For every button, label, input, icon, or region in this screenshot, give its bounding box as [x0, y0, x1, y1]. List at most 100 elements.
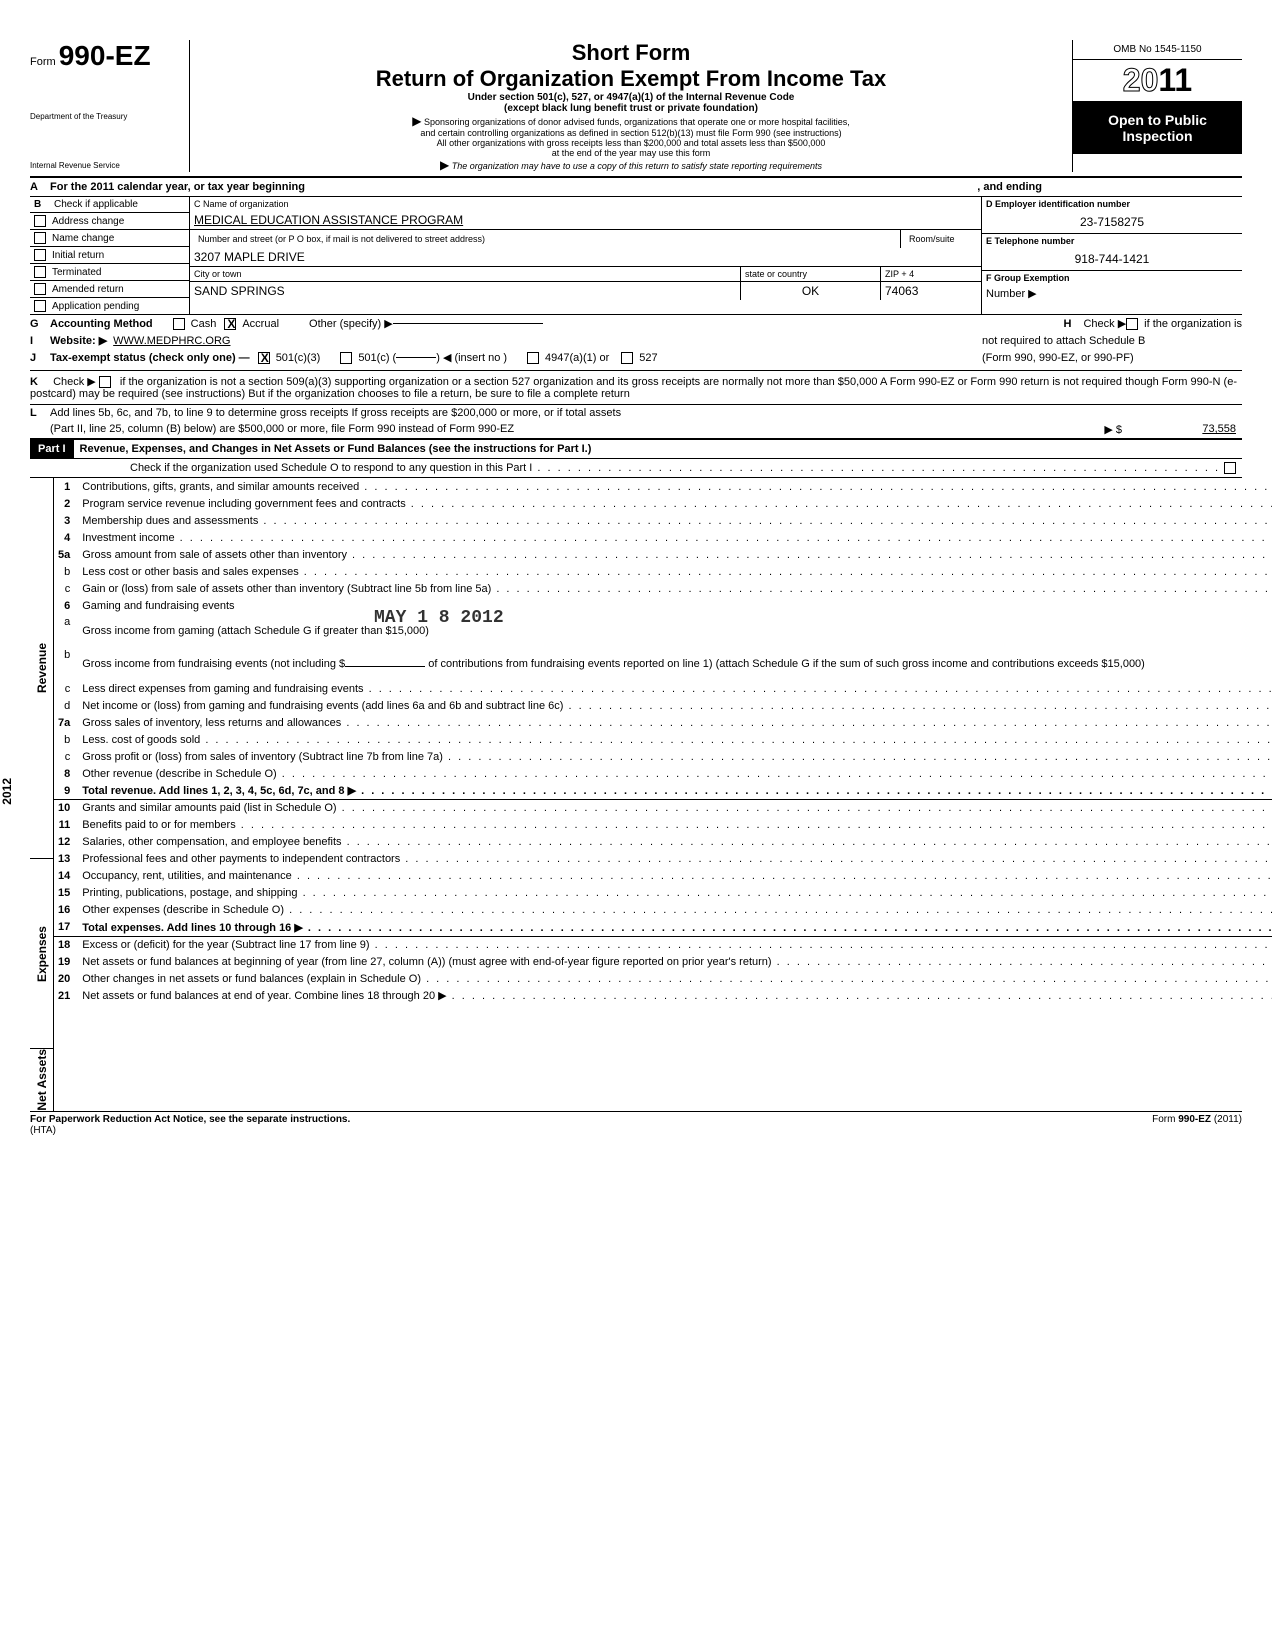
note4: at the end of the year may use this form — [200, 148, 1062, 158]
tel-label: E Telephone number — [982, 234, 1242, 248]
h-text3: (Form 990, 990-EZ, or 990-PF) — [982, 352, 1242, 364]
title-sub1: Under section 501(c), 527, or 4947(a)(1)… — [200, 92, 1062, 103]
line7b-desc: Less. cost of goods sold — [82, 734, 200, 746]
col-c: C Name of organization MEDICAL EDUCATION… — [190, 197, 982, 314]
line20-desc: Other changes in net assets or fund bala… — [82, 973, 421, 985]
form-header: Form 990-EZ Department of the Treasury I… — [30, 40, 1242, 178]
line7a-desc: Gross sales of inventory, less returns a… — [82, 717, 341, 729]
dept-treasury: Department of the Treasury — [30, 112, 181, 121]
checkbox-4947[interactable] — [527, 352, 539, 364]
tax-exempt-label: Tax-exempt status (check only one) — — [50, 352, 250, 364]
zip-value: 74063 — [881, 282, 981, 300]
city-label: City or town — [190, 267, 741, 281]
lines-area: 2012 Revenue Expenses Net Assets MAY 1 8… — [30, 478, 1242, 1111]
line-i: I Website: ▶ WWW.MEDPHRC.ORG not require… — [30, 332, 1242, 349]
website-label: Website: ▶ — [50, 334, 107, 347]
other-specify: Other (specify) ▶ — [309, 317, 393, 330]
ein-value: 23-7158275 — [982, 211, 1242, 234]
title-main: Return of Organization Exempt From Incom… — [200, 66, 1062, 92]
title-sub2: (except black lung benefit trust or priv… — [200, 103, 1062, 114]
check-header: Check if applicable — [54, 199, 138, 210]
h-text2: not required to attach Schedule B — [982, 335, 1242, 347]
checkbox-cash[interactable] — [173, 318, 185, 330]
line5b-desc: Less cost or other basis and sales expen… — [82, 566, 298, 578]
line8-desc: Other revenue (describe in Schedule O) — [82, 768, 276, 780]
checkbox-k[interactable] — [99, 376, 111, 388]
checkbox-accrual[interactable] — [224, 318, 236, 330]
line5a-desc: Gross amount from sale of assets other t… — [82, 549, 347, 561]
margin-year: 2012 — [0, 778, 14, 805]
line9-desc: Total revenue. Add lines 1, 2, 3, 4, 5c,… — [82, 785, 344, 797]
open-to-public: Open to Public Inspection — [1073, 102, 1242, 154]
line3-desc: Membership dues and assessments — [82, 515, 258, 527]
line6d-desc: Net income or (loss) from gaming and fun… — [82, 700, 563, 712]
l-text1: Add lines 5b, 6c, and 7b, to line 9 to d… — [50, 407, 621, 419]
checkbox-501c3[interactable] — [258, 352, 270, 364]
part1-label: Part I — [30, 440, 74, 458]
checkbox-initial-return[interactable] — [34, 249, 46, 261]
line-a-text: For the 2011 calendar year, or tax year … — [50, 181, 305, 193]
l-arrow: ▶ $ — [1104, 423, 1122, 436]
col-d: D Employer identification number 23-7158… — [982, 197, 1242, 314]
zip-label: ZIP + 4 — [881, 267, 981, 281]
checkbox-527[interactable] — [621, 352, 633, 364]
line-a: A For the 2011 calendar year, or tax yea… — [30, 178, 1242, 197]
group-sub: Number ▶ — [982, 285, 1242, 302]
note5: The organization may have to use a copy … — [452, 161, 822, 171]
checkbox-name-change[interactable] — [34, 232, 46, 244]
org-name: MEDICAL EDUCATION ASSISTANCE PROGRAM — [190, 211, 981, 230]
accounting-label: Accounting Method — [50, 318, 153, 330]
line14-desc: Occupancy, rent, utilities, and maintena… — [82, 870, 292, 882]
checkbox-h[interactable] — [1126, 318, 1138, 330]
line1-desc: Contributions, gifts, grants, and simila… — [82, 481, 359, 493]
header-left: Form 990-EZ Department of the Treasury I… — [30, 40, 190, 172]
city-value: SAND SPRINGS — [190, 282, 741, 300]
line7c-desc: Gross profit or (loss) from sales of inv… — [82, 751, 443, 763]
header-right: OMB No 1545-1150 2011 Open to Public Ins… — [1072, 40, 1242, 172]
footer-left: For Paperwork Reduction Act Notice, see … — [30, 1114, 350, 1125]
line10-desc: Grants and similar amounts paid (list in… — [82, 802, 336, 814]
ein-label: D Employer identification number — [982, 197, 1242, 211]
line5c-desc: Gain or (loss) from sale of assets other… — [82, 583, 491, 595]
checkbox-address-change[interactable] — [34, 215, 46, 227]
part1-title: Revenue, Expenses, and Changes in Net As… — [74, 440, 598, 458]
lines-table: 1Contributions, gifts, grants, and simil… — [54, 478, 1272, 1005]
form-number: 990-EZ — [59, 40, 151, 71]
org-name-label: C Name of organization — [190, 197, 981, 211]
state-value: OK — [741, 282, 881, 300]
line19-desc: Net assets or fund balances at beginning… — [82, 956, 771, 968]
col-b: BCheck if applicable Address change Name… — [30, 197, 190, 314]
tax-year: 2011 — [1073, 60, 1242, 102]
date-stamp: MAY 1 8 2012 — [374, 608, 504, 628]
tel-value: 918-744-1421 — [982, 248, 1242, 271]
line2-desc: Program service revenue including govern… — [82, 498, 405, 510]
footer: For Paperwork Reduction Act Notice, see … — [30, 1111, 1242, 1136]
state-label: state or country — [741, 267, 881, 281]
header-center: Short Form Return of Organization Exempt… — [190, 40, 1072, 172]
street-value: 3207 MAPLE DRIVE — [190, 248, 981, 267]
line6-desc: Gaming and fundraising events — [82, 600, 234, 612]
line15-desc: Printing, publications, postage, and shi… — [82, 887, 297, 899]
line13-desc: Professional fees and other payments to … — [82, 853, 400, 865]
line-j: J Tax-exempt status (check only one) — 5… — [30, 349, 1242, 371]
l-value: 73,558 — [1122, 423, 1242, 436]
group-label: F Group Exemption — [982, 271, 1242, 285]
k-text: if the organization is not a section 509… — [30, 376, 1237, 400]
dept-irs: Internal Revenue Service — [30, 161, 181, 170]
section-bcd: BCheck if applicable Address change Name… — [30, 197, 1242, 315]
line18-desc: Excess or (deficit) for the year (Subtra… — [82, 939, 369, 951]
line-a-end: , and ending — [977, 181, 1042, 193]
note1: Sponsoring organizations of donor advise… — [424, 117, 850, 127]
checkbox-501c[interactable] — [340, 352, 352, 364]
line6c-desc: Less direct expenses from gaming and fun… — [82, 683, 363, 695]
omb-number: OMB No 1545-1150 — [1073, 40, 1242, 60]
line16-desc: Other expenses (describe in Schedule O) — [82, 904, 284, 916]
footer-hta: (HTA) — [30, 1125, 56, 1136]
checkbox-terminated[interactable] — [34, 266, 46, 278]
line4-desc: Investment income — [82, 532, 174, 544]
checkbox-amended[interactable] — [34, 283, 46, 295]
part1-check: Check if the organization used Schedule … — [30, 459, 1242, 478]
checkbox-part1[interactable] — [1224, 462, 1236, 474]
room-label: Room/suite — [905, 232, 977, 246]
checkbox-app-pending[interactable] — [34, 300, 46, 312]
